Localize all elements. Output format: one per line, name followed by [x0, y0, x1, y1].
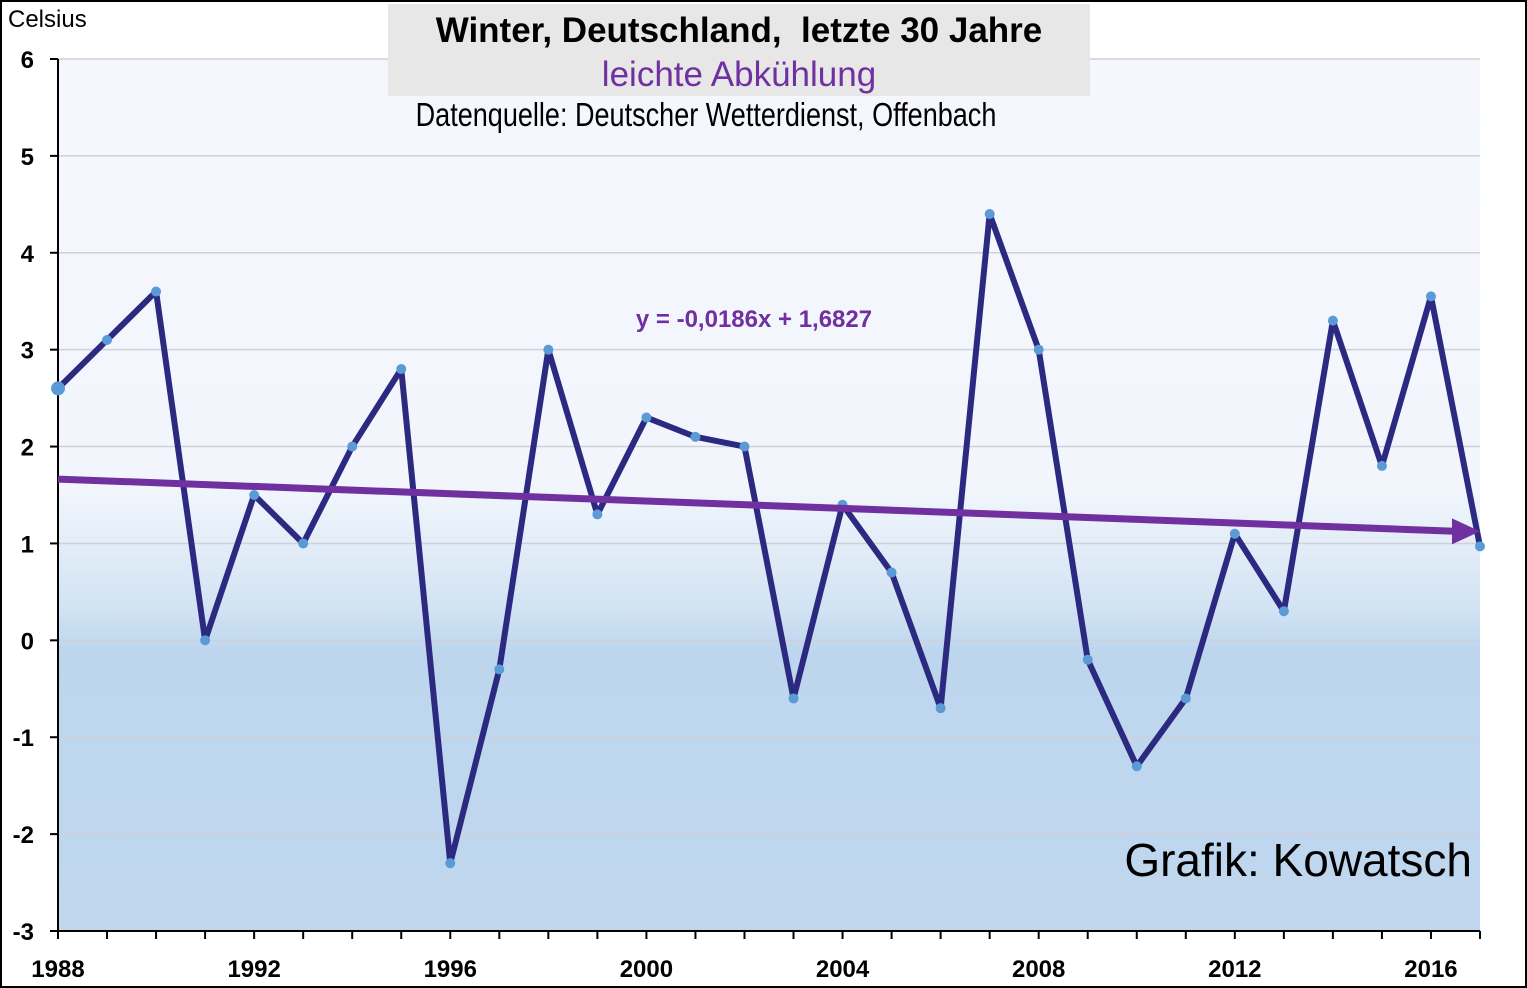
- data-point: [1327, 315, 1338, 326]
- y-tick-label: -2: [13, 822, 34, 849]
- trend-equation: y = -0,0186x + 1,6827: [636, 306, 872, 333]
- x-tick-label: 2012: [1208, 956, 1261, 983]
- data-point: [249, 490, 260, 500]
- x-tick-label: 1988: [31, 956, 84, 983]
- credit: Grafik: Kowatsch: [1124, 834, 1472, 886]
- data-point: [1278, 606, 1289, 617]
- x-tick-label: 2016: [1404, 956, 1457, 983]
- chart-title: Winter, Deutschland, letzte 30 Jahre: [436, 11, 1043, 50]
- y-tick-label: 0: [21, 628, 34, 655]
- y-tick-label: 4: [21, 241, 35, 268]
- chart-subtitle: leichte Abkühlung: [602, 55, 876, 94]
- y-tick-label: 2: [21, 435, 34, 462]
- data-point: [543, 344, 554, 355]
- data-point: [592, 509, 603, 520]
- data-point: [1131, 761, 1142, 772]
- data-point: [1376, 460, 1387, 471]
- x-tick-label: 2004: [816, 956, 870, 983]
- data-point: [886, 567, 897, 578]
- data-point: [1229, 528, 1240, 539]
- data-point: [494, 664, 505, 675]
- data-point: [151, 286, 162, 297]
- data-point: [298, 538, 309, 549]
- x-tick-label: 2008: [1012, 956, 1065, 983]
- y-tick-label: 6: [21, 47, 34, 74]
- trend-arrowhead: [1452, 518, 1480, 545]
- data-point: [1475, 541, 1485, 552]
- y-tick-label: -1: [13, 725, 34, 752]
- y-tick-label: 1: [21, 531, 34, 558]
- data-point: [1425, 291, 1436, 302]
- data-point: [445, 858, 456, 869]
- data-point: [690, 431, 701, 442]
- data-source: Datenquelle: Deutscher Wetterdienst, Off…: [416, 98, 997, 134]
- y-tick-label: -3: [13, 919, 34, 946]
- data-point: [1180, 693, 1191, 704]
- data-point: [788, 693, 799, 704]
- x-tick-label: 1992: [227, 956, 280, 983]
- data-point: [1082, 654, 1093, 665]
- data-point: [984, 209, 995, 220]
- data-point: [200, 635, 211, 646]
- plot-area: [58, 59, 1480, 931]
- data-point: [641, 412, 652, 423]
- data-point: [739, 441, 750, 452]
- x-tick-label: 2000: [620, 956, 673, 983]
- title-box: [388, 4, 1090, 96]
- x-tick-label: 1996: [424, 956, 477, 983]
- trend-line: [57, 475, 1459, 535]
- y-tick-label: 5: [21, 144, 34, 171]
- y-tick-label: 3: [21, 338, 34, 365]
- data-point: [102, 334, 113, 345]
- y-axis-label: Celsius: [8, 6, 87, 33]
- data-point: [1033, 344, 1044, 355]
- data-point: [396, 364, 407, 375]
- data-point: [935, 703, 946, 714]
- data-point: [51, 381, 65, 396]
- data-point: [347, 441, 358, 452]
- data-line: [55, 211, 1483, 867]
